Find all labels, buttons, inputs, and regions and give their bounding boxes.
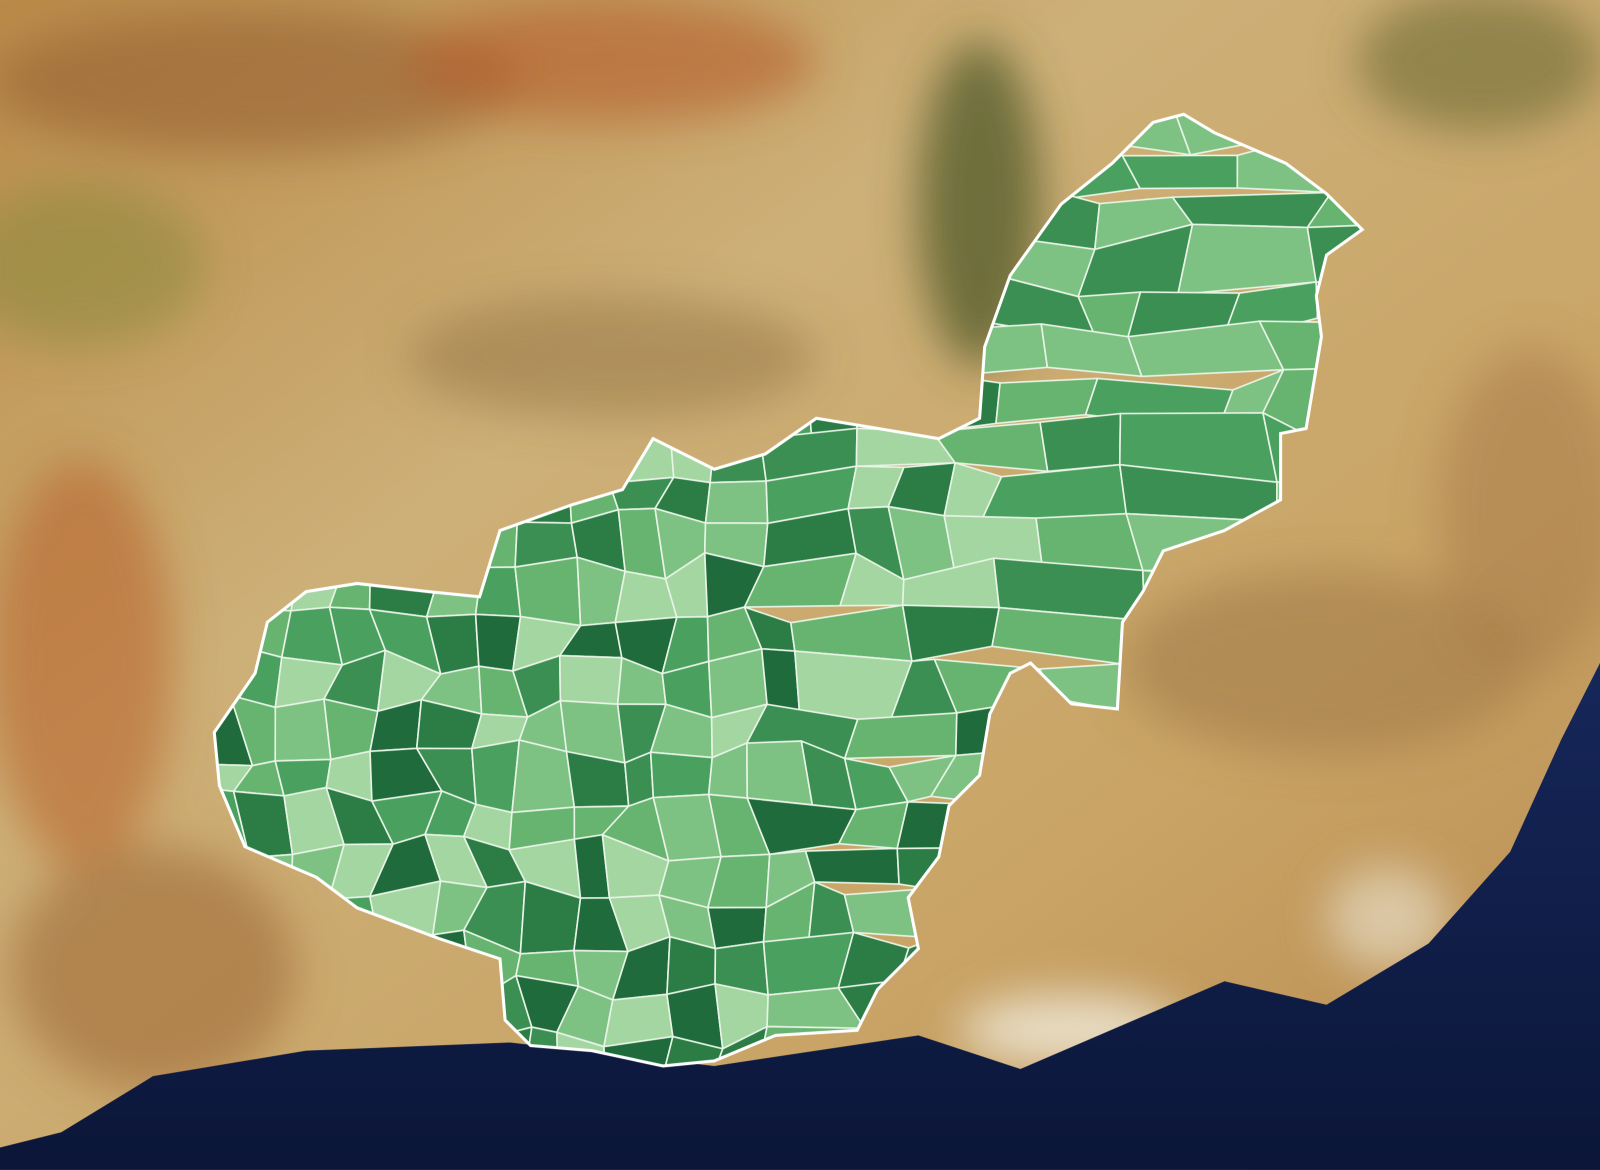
municipality	[511, 739, 576, 814]
terrain-patches	[0, 0, 1600, 1092]
municipality	[659, 1035, 724, 1066]
municipality	[804, 847, 900, 885]
sea	[0, 663, 1600, 1170]
municipality	[704, 480, 769, 525]
municipality	[1171, 191, 1333, 229]
municipality	[623, 751, 655, 807]
municipality	[1176, 223, 1317, 296]
municipality	[514, 556, 582, 627]
municipality	[1035, 512, 1144, 572]
municipality	[1121, 154, 1239, 190]
municipality	[1039, 412, 1122, 473]
municipality	[471, 739, 521, 814]
municipality	[649, 751, 714, 799]
municipality	[274, 698, 332, 762]
municipality	[843, 712, 958, 760]
municipality	[558, 654, 623, 706]
